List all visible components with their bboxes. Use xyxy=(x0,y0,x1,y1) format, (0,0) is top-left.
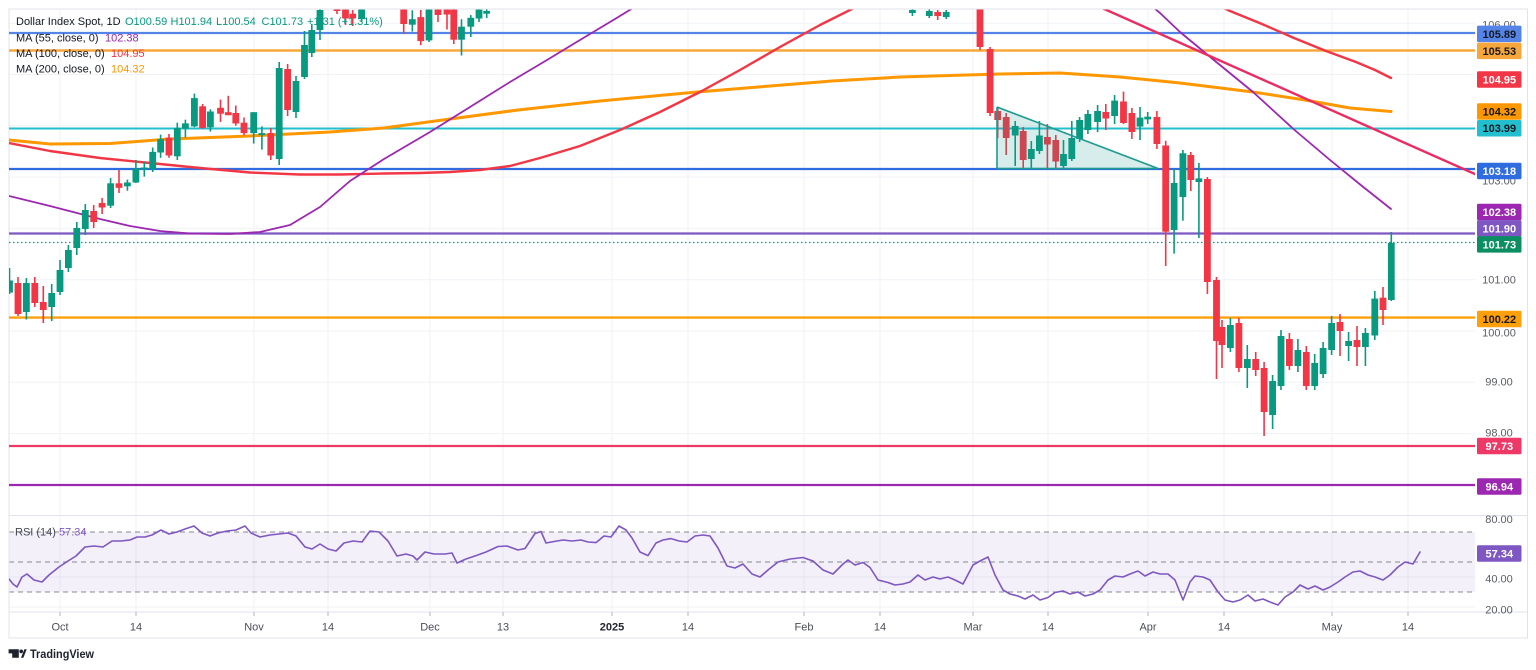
svg-text:100.00: 100.00 xyxy=(1482,328,1516,340)
svg-text:105.53: 105.53 xyxy=(1482,46,1516,58)
svg-text:105.89: 105.89 xyxy=(1482,29,1516,41)
svg-text:14: 14 xyxy=(1402,622,1414,634)
svg-text:14: 14 xyxy=(1042,622,1054,634)
svg-text:13: 13 xyxy=(497,622,509,634)
svg-text:101.73: 101.73 xyxy=(1482,239,1516,251)
svg-text:14: 14 xyxy=(874,622,886,634)
svg-text:80.00: 80.00 xyxy=(1485,514,1513,526)
svg-text:97.73: 97.73 xyxy=(1486,441,1514,453)
svg-text:Mar: Mar xyxy=(964,622,983,634)
svg-text:40.00: 40.00 xyxy=(1485,574,1513,586)
svg-text:Dollar Index Spot, 1D O100.59H: Dollar Index Spot, 1D O100.59 H101.94 L100… xyxy=(16,16,383,28)
svg-text:100.22: 100.22 xyxy=(1482,314,1516,326)
svg-text:MA (55, close, 0) 102.38: MA (55, close, 0) 102.38 xyxy=(16,33,139,45)
svg-text:103.18: 103.18 xyxy=(1482,166,1516,178)
svg-text:14: 14 xyxy=(1218,622,1230,634)
svg-text:14: 14 xyxy=(322,622,334,634)
svg-text:May: May xyxy=(1322,622,1343,634)
svg-text:Apr: Apr xyxy=(1139,622,1156,634)
svg-text:101.90: 101.90 xyxy=(1482,223,1516,235)
svg-text:96.94: 96.94 xyxy=(1486,482,1514,494)
svg-text:2025: 2025 xyxy=(600,622,624,634)
svg-text:20.00: 20.00 xyxy=(1485,605,1513,617)
svg-text:RSI (14) 57.34: RSI (14) 57.34 xyxy=(15,527,87,539)
svg-text:102.38: 102.38 xyxy=(1482,207,1516,219)
svg-text:57.34: 57.34 xyxy=(1486,549,1514,561)
svg-text:103.99: 103.99 xyxy=(1482,123,1516,135)
svg-text:MA (100, close, 0) 104.95: MA (100, close, 0) 104.95 xyxy=(16,48,145,60)
svg-text:Dec: Dec xyxy=(420,622,440,634)
svg-text:14: 14 xyxy=(130,622,142,634)
svg-text:Oct: Oct xyxy=(51,622,68,634)
svg-text:Feb: Feb xyxy=(795,622,814,634)
svg-text:104.95: 104.95 xyxy=(1482,75,1516,87)
svg-text:101.00: 101.00 xyxy=(1482,275,1516,287)
svg-text:14: 14 xyxy=(682,622,694,634)
svg-text:TradingView: TradingView xyxy=(30,647,95,661)
svg-text:99.00: 99.00 xyxy=(1485,377,1513,389)
svg-text:MA (200, close, 0) 104.32: MA (200, close, 0) 104.32 xyxy=(16,64,145,76)
svg-text:104.32: 104.32 xyxy=(1482,107,1516,119)
svg-text:98.00: 98.00 xyxy=(1485,428,1513,440)
svg-text:Nov: Nov xyxy=(244,622,264,634)
